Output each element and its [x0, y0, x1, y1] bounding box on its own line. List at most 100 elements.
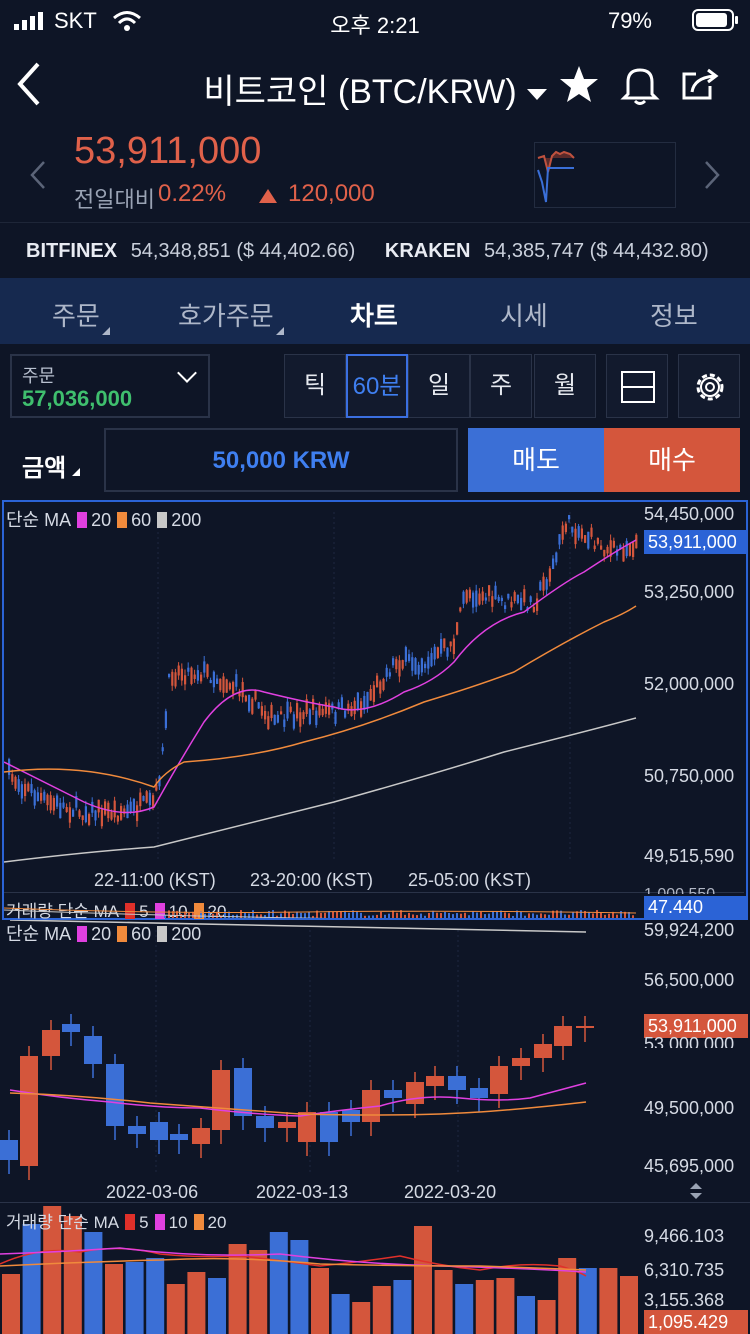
ma200-swatch — [157, 926, 168, 942]
volume-bar — [528, 913, 530, 918]
current-volume-tag: 47.440 — [644, 896, 748, 918]
change-percent: 0.22% — [158, 180, 227, 207]
volume-bar — [492, 911, 494, 918]
star-icon[interactable] — [558, 64, 600, 104]
candle — [446, 647, 449, 657]
amount-input[interactable]: 50,000 KRW — [104, 428, 458, 492]
candle — [622, 548, 625, 562]
volume-bar — [380, 911, 382, 918]
candle — [321, 708, 324, 716]
volume-bar — [340, 911, 342, 918]
candle — [129, 801, 132, 813]
tab-chart[interactable]: 차트 — [350, 296, 398, 333]
candle — [62, 802, 65, 808]
candle — [324, 702, 327, 714]
resize-handle-icon[interactable] — [688, 1182, 704, 1200]
timeframe-week[interactable]: 주 — [470, 354, 532, 418]
sparkline-chart — [534, 142, 676, 208]
buy-button[interactable]: 매수 — [604, 428, 740, 492]
legend-item: 60 — [131, 510, 152, 530]
volume-bar — [308, 911, 310, 918]
candle — [580, 528, 583, 539]
ma-legend: 단순 MA 20 60 200 — [6, 920, 201, 946]
candle — [363, 695, 366, 710]
tab-orderbook[interactable]: 호가주문 — [178, 296, 284, 335]
volume-bar — [537, 1300, 556, 1334]
tab-quotes[interactable]: 시세 — [500, 296, 548, 333]
candle — [292, 714, 295, 729]
vol-ma-line — [4, 907, 637, 914]
volume-bar — [184, 911, 186, 918]
volume-bar — [632, 915, 634, 918]
volume-bar — [440, 913, 442, 918]
legend-item: 20 — [91, 924, 112, 944]
sell-button[interactable]: 매도 — [468, 428, 604, 492]
tab-order[interactable]: 주문 — [52, 296, 110, 335]
candle — [398, 660, 401, 677]
timeframe-60min[interactable]: 60분 — [346, 354, 408, 418]
volume-bar — [224, 911, 226, 918]
candle — [257, 702, 260, 709]
vol-ma20-line — [0, 1257, 587, 1271]
candle — [472, 592, 475, 608]
candle — [302, 712, 305, 720]
order-type-select[interactable]: 주문 57,036,000 — [10, 354, 210, 418]
candle — [256, 1116, 274, 1128]
candle — [43, 791, 46, 801]
ma60-swatch — [117, 512, 128, 528]
candle — [356, 692, 359, 710]
hourly-price-chart[interactable] — [4, 502, 640, 918]
candle — [94, 810, 97, 821]
split-layout-icon — [621, 371, 655, 403]
exchange-name: BITFINEX — [26, 240, 118, 262]
candle — [552, 558, 555, 570]
next-coin-icon[interactable] — [702, 160, 722, 190]
volume-bar — [187, 1272, 206, 1334]
layout-button[interactable] — [606, 354, 668, 418]
ma60-line — [9, 1092, 587, 1116]
candle — [91, 801, 94, 813]
page-title: 비트코인 (BTC/KRW) — [203, 73, 517, 111]
current-volume-tag: 1,095.429 — [644, 1310, 748, 1334]
volume-bar — [284, 910, 286, 918]
back-icon[interactable] — [14, 60, 44, 108]
timeframe-month[interactable]: 월 — [534, 354, 596, 418]
candle — [187, 667, 190, 672]
tab-label: 시세 — [500, 301, 548, 331]
volume-bar — [166, 1284, 185, 1334]
candle — [436, 647, 439, 658]
timeframe-tick[interactable]: 틱 — [284, 354, 346, 418]
candle — [512, 1058, 530, 1066]
candle — [510, 601, 513, 608]
volume-bar — [517, 1296, 535, 1334]
volume-bar — [256, 914, 258, 918]
volume-bar — [424, 915, 426, 918]
timeframe-day[interactable]: 일 — [408, 354, 470, 418]
volume-axis-label: 6,310.735 — [644, 1260, 725, 1280]
volume-bar — [288, 911, 290, 918]
ma200-line — [9, 920, 587, 933]
share-icon[interactable] — [680, 64, 722, 104]
bell-icon[interactable] — [620, 64, 660, 106]
candle — [234, 1068, 252, 1116]
daily-price-chart[interactable] — [0, 920, 640, 1180]
candle — [392, 658, 395, 666]
x-axis-label: 22-11:00 (KST) — [94, 870, 216, 890]
amount-type-select[interactable]: 금액 — [22, 448, 81, 483]
hourly-chart-panel[interactable] — [2, 500, 748, 920]
candle — [548, 568, 551, 582]
candle — [200, 674, 203, 682]
candle — [388, 672, 391, 677]
volume-bar — [311, 1268, 329, 1334]
prev-coin-icon[interactable] — [28, 160, 48, 190]
candle — [320, 1112, 338, 1142]
tab-info[interactable]: 정보 — [650, 296, 698, 333]
volume-bar — [172, 911, 174, 918]
candle — [384, 1090, 402, 1098]
settings-button[interactable] — [678, 354, 740, 418]
candle — [11, 774, 14, 782]
candle — [616, 549, 619, 556]
coin-selector[interactable]: 비트코인 (BTC/KRW) — [0, 64, 750, 113]
volume-bar — [372, 915, 374, 918]
volume-bar — [376, 914, 378, 918]
